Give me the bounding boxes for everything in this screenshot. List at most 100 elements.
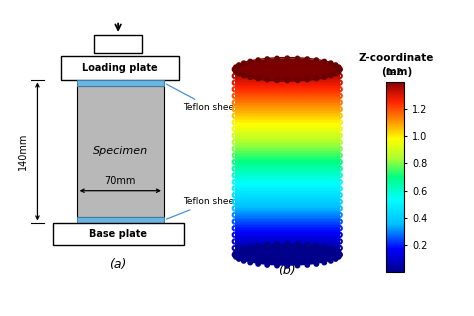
Bar (235, 224, 339, 225)
Bar (235, 204, 339, 205)
Bar (235, 178, 339, 179)
Bar (235, 102, 339, 103)
Bar (235, 162, 339, 164)
Bar (235, 93, 339, 94)
Circle shape (285, 241, 290, 246)
Bar (62, 56, 179, 80)
Circle shape (285, 56, 290, 60)
Bar (235, 202, 339, 204)
Bar (235, 111, 339, 112)
Bar (235, 103, 339, 105)
Bar (235, 219, 339, 221)
Circle shape (256, 262, 260, 266)
Circle shape (322, 59, 327, 64)
Text: (a): (a) (109, 258, 127, 271)
Bar (235, 88, 339, 89)
Bar (235, 233, 339, 234)
Circle shape (285, 264, 290, 268)
Bar (235, 100, 339, 102)
Circle shape (295, 56, 300, 61)
Bar (235, 218, 339, 219)
Bar (235, 71, 339, 72)
Text: Z-coordinate: Z-coordinate (358, 53, 434, 63)
Bar (235, 79, 339, 80)
Bar (235, 236, 339, 238)
Bar (235, 210, 339, 211)
Bar (235, 156, 339, 157)
Bar (235, 147, 339, 148)
Bar (235, 145, 339, 147)
Circle shape (305, 77, 310, 82)
Bar (235, 96, 339, 97)
Bar (235, 173, 339, 174)
Bar (235, 116, 339, 117)
Bar (235, 153, 339, 154)
Circle shape (241, 61, 246, 65)
Text: Teflon sheet: Teflon sheet (166, 197, 238, 219)
Bar (53, 223, 183, 245)
Bar (235, 161, 339, 162)
Circle shape (322, 75, 327, 79)
Circle shape (295, 78, 300, 82)
Bar (235, 239, 339, 241)
Circle shape (265, 57, 269, 61)
Bar (235, 205, 339, 207)
Bar (235, 230, 339, 232)
Bar (235, 247, 339, 248)
Bar (235, 179, 339, 180)
Circle shape (248, 59, 253, 64)
Circle shape (265, 263, 269, 267)
Circle shape (233, 252, 237, 257)
Circle shape (305, 242, 310, 247)
Circle shape (248, 260, 253, 265)
Bar (235, 250, 339, 252)
Circle shape (333, 63, 338, 67)
Circle shape (328, 73, 333, 78)
Bar (235, 106, 339, 108)
Bar (235, 137, 339, 139)
Bar (235, 86, 339, 88)
Circle shape (237, 248, 241, 253)
Text: Teflon sheet: Teflon sheet (166, 84, 238, 112)
Bar (235, 124, 339, 125)
Bar (235, 216, 339, 218)
Circle shape (237, 71, 241, 76)
Bar (235, 97, 339, 99)
Bar (235, 140, 339, 142)
Ellipse shape (235, 244, 340, 266)
Bar (235, 207, 339, 208)
Text: 1e2: 1e2 (386, 69, 403, 77)
Bar (235, 252, 339, 253)
Bar (235, 77, 339, 79)
Bar (235, 215, 339, 216)
Circle shape (337, 255, 341, 259)
Circle shape (328, 61, 333, 65)
Bar (235, 182, 339, 184)
Bar (235, 248, 339, 250)
Circle shape (314, 58, 319, 62)
Bar (235, 232, 339, 233)
Bar (235, 171, 339, 173)
Circle shape (305, 263, 310, 267)
Circle shape (337, 69, 341, 74)
Bar (235, 187, 339, 188)
Text: Base plate: Base plate (89, 229, 147, 239)
Bar (235, 190, 339, 191)
Bar (235, 198, 339, 199)
Bar (235, 143, 339, 145)
Ellipse shape (235, 58, 340, 81)
Bar (235, 85, 339, 86)
Bar (235, 131, 339, 133)
Circle shape (333, 71, 338, 76)
Bar (235, 241, 339, 242)
Bar (235, 164, 339, 165)
Circle shape (234, 255, 238, 259)
Circle shape (275, 263, 279, 268)
Circle shape (285, 78, 290, 83)
Bar (235, 126, 339, 128)
Circle shape (256, 76, 260, 81)
Circle shape (295, 242, 300, 246)
Bar (235, 72, 339, 74)
Bar (235, 154, 339, 156)
Bar (235, 244, 339, 246)
